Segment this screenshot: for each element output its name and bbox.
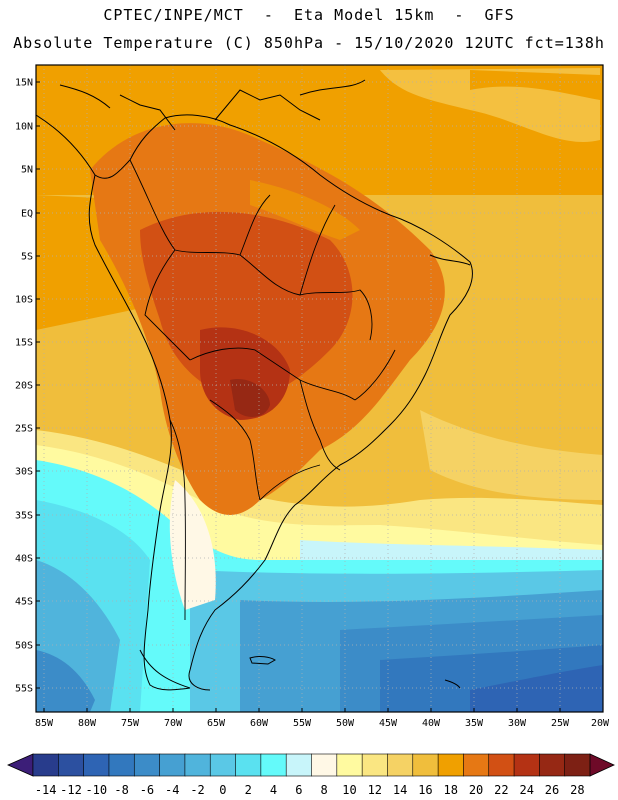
colorbar-label: 6 <box>295 783 302 797</box>
coastlines <box>36 79 473 691</box>
colorbar-swatch <box>463 753 490 777</box>
colorbar: -14 -12 -10 -8 -6 -4 -2 0 2 4 6 8 10 12 14 16 18 20 22 24 26… <box>7 753 615 797</box>
colorbar-label: 18 <box>444 783 458 797</box>
colorbar-label: -6 <box>140 783 154 797</box>
lon-label: 40W <box>422 718 441 729</box>
lat-label: 5N <box>21 165 33 176</box>
colorbar-label: -4 <box>165 783 179 797</box>
colorbar-label: 26 <box>545 783 559 797</box>
colorbar-swatch <box>32 753 59 777</box>
lon-label: 35W <box>465 718 484 729</box>
colorbar-swatch <box>260 753 287 777</box>
lat-label: 35S <box>15 511 33 522</box>
colorbar-label: 4 <box>270 783 277 797</box>
colorbar-swatch <box>159 753 186 777</box>
colorbar-label: 28 <box>570 783 584 797</box>
colorbar-label: -12 <box>60 783 82 797</box>
longitude-labels: 85W 80W 75W 70W 65W 60W 55W 50W 45W 40W … <box>35 718 610 729</box>
colorbar-swatch <box>336 753 363 777</box>
colorbar-label: 0 <box>219 783 226 797</box>
lat-label: 40S <box>15 554 33 565</box>
colorbar-swatch <box>133 753 161 777</box>
lat-label: 25S <box>15 424 33 435</box>
lat-label: 15N <box>15 78 33 89</box>
lon-label: 25W <box>551 718 570 729</box>
colorbar-swatch <box>108 753 135 777</box>
lat-label: 10N <box>15 122 33 133</box>
latitude-labels: 15N 10N 5N EQ 5S 10S 15S 20S 25S 30S 35S… <box>15 78 33 695</box>
colorbar-label: 2 <box>245 783 252 797</box>
colorbar-swatch <box>235 753 262 777</box>
colorbar-label: 22 <box>494 783 508 797</box>
lon-label: 55W <box>293 718 312 729</box>
lat-label: 45S <box>15 597 33 608</box>
lon-label: 60W <box>250 718 269 729</box>
chart-title-line1: CPTEC/INPE/MCT - Eta Model 15km - GFS <box>103 6 515 24</box>
colorbar-label: -8 <box>114 783 128 797</box>
colorbar-swatch <box>58 753 85 777</box>
colorbar-swatch <box>184 753 211 777</box>
colorbar-swatch <box>361 753 389 777</box>
colorbar-right-arrow <box>589 753 615 777</box>
colorbar-swatch <box>437 753 465 777</box>
colorbar-swatch <box>209 753 237 777</box>
lat-label: 15S <box>15 338 33 349</box>
lon-label: 85W <box>35 718 54 729</box>
colorbar-swatch <box>311 753 338 777</box>
temperature-field <box>36 65 603 712</box>
country-borders <box>129 159 396 621</box>
colorbar-swatch <box>488 753 515 777</box>
colorbar-left-arrow <box>7 753 34 777</box>
colorbar-label: 24 <box>519 783 533 797</box>
colorbar-label: -2 <box>190 783 204 797</box>
lat-label: 50S <box>15 641 33 652</box>
colorbar-swatch <box>412 753 439 777</box>
lat-label: 20S <box>15 381 33 392</box>
lat-label: 5S <box>21 252 33 263</box>
colorbar-label: 16 <box>418 783 432 797</box>
colorbar-swatch <box>387 753 414 777</box>
colorbar-label: 10 <box>342 783 356 797</box>
colorbar-swatch <box>564 753 591 777</box>
lon-label: 80W <box>78 718 97 729</box>
colorbar-label: -10 <box>85 783 107 797</box>
colorbar-label: -14 <box>35 783 57 797</box>
colorbar-label: 8 <box>321 783 328 797</box>
lat-label: EQ <box>21 209 33 220</box>
colorbar-swatch <box>83 753 110 777</box>
lon-label: 30W <box>508 718 527 729</box>
colorbar-swatch <box>513 753 540 777</box>
lat-label: 10S <box>15 295 33 306</box>
colorbar-swatch <box>285 753 313 777</box>
colorbar-swatch <box>539 753 566 777</box>
lon-label: 65W <box>207 718 226 729</box>
lon-label: 20W <box>591 718 610 729</box>
lat-label: 55S <box>15 684 33 695</box>
graticule <box>36 65 603 712</box>
lon-label: 45W <box>379 718 398 729</box>
colorbar-label: 14 <box>393 783 407 797</box>
colorbar-label: 20 <box>469 783 483 797</box>
lat-label: 30S <box>15 467 33 478</box>
plot-frame <box>35 64 604 713</box>
lon-label: 75W <box>121 718 140 729</box>
lon-label: 70W <box>164 718 183 729</box>
axis-ticks <box>36 81 561 712</box>
colorbar-label: 12 <box>368 783 382 797</box>
chart-title-line2: Absolute Temperature (C) 850hPa - 15/10/… <box>13 34 605 52</box>
lon-label: 50W <box>336 718 355 729</box>
